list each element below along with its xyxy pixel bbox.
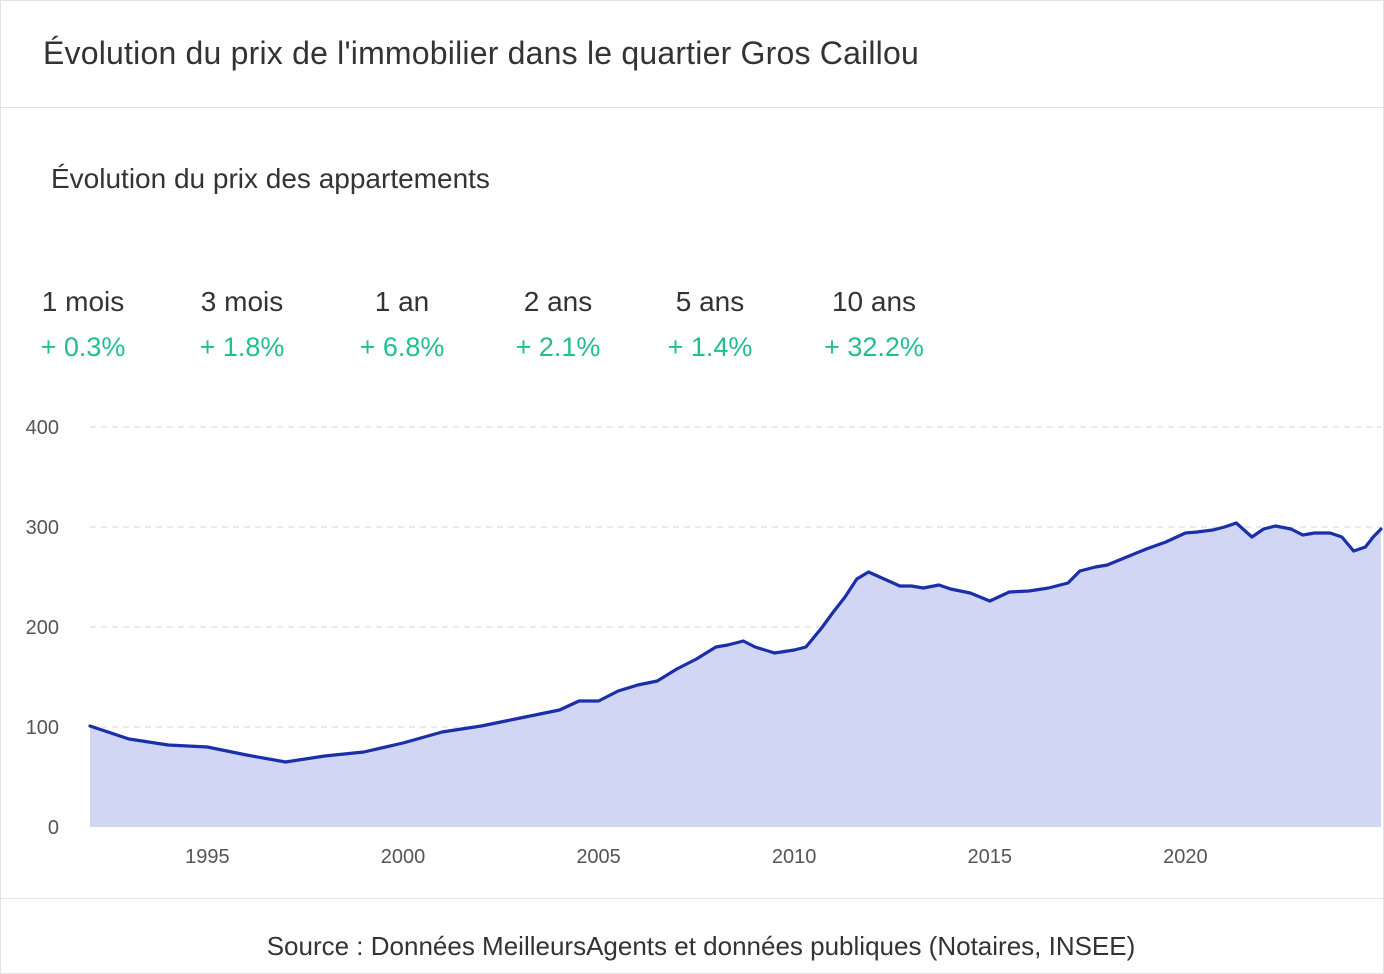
stat-label: 3 mois xyxy=(200,286,284,317)
stat-3-months: 3 mois + 1.8% xyxy=(162,286,322,363)
y-tick-label: 100 xyxy=(26,717,59,739)
stat-value: + 0.3% xyxy=(40,332,126,362)
stat-label: 1 mois xyxy=(41,286,125,317)
card-footer: Source : Données MeilleursAgents et donn… xyxy=(1,898,1383,974)
price-line xyxy=(88,521,1383,764)
x-tick-label: 2020 xyxy=(1163,846,1208,868)
stat-label: 2 ans xyxy=(523,286,593,317)
x-tick-label: 2005 xyxy=(576,846,621,868)
y-tick-label: 400 xyxy=(26,417,59,439)
chart-subtitle: Évolution du prix des appartements xyxy=(51,163,490,194)
price-area xyxy=(90,523,1381,827)
x-tick-label: 1995 xyxy=(185,846,230,868)
x-tick-label: 2010 xyxy=(772,846,817,868)
variation-stats: 1 mois + 0.3% 3 mois + 1.8% 1 an + 6.8% … xyxy=(1,286,1001,376)
stat-5-years: 5 ans + 1.4% xyxy=(630,286,790,363)
x-tick-label: 2015 xyxy=(968,846,1013,868)
stat-label: 5 ans xyxy=(675,286,745,317)
card-header: Évolution du prix de l'immobilier dans l… xyxy=(1,1,1383,108)
x-tick-label: 2000 xyxy=(381,846,426,868)
stat-1-month: 1 mois + 0.3% xyxy=(3,286,163,363)
price-chart-svg: 0 100 200 300 400 1995 2000 2005 2010 2015 2020 xyxy=(26,417,1383,868)
stat-value: + 32.2% xyxy=(824,332,924,362)
stat-2-years: 2 ans + 2.1% xyxy=(478,286,638,363)
stat-value: + 1.4% xyxy=(667,332,753,362)
stat-label: 1 an xyxy=(374,286,430,317)
price-chart: 0 100 200 300 400 1995 2000 2005 2010 2015 2020 xyxy=(1,401,1384,881)
stat-value: + 1.8% xyxy=(199,332,285,362)
stat-1-year: 1 an + 6.8% xyxy=(322,286,482,363)
stat-value: + 6.8% xyxy=(359,332,445,362)
y-tick-label: 200 xyxy=(26,617,59,639)
y-tick-label: 300 xyxy=(26,517,59,539)
stat-value: + 2.1% xyxy=(515,332,601,362)
source-note: Source : Données MeilleursAgents et donn… xyxy=(266,931,1136,961)
y-tick-label: 0 xyxy=(48,817,59,839)
page-title: Évolution du prix de l'immobilier dans l… xyxy=(43,35,919,71)
stat-label: 10 ans xyxy=(831,286,917,317)
stat-10-years: 10 ans + 32.2% xyxy=(794,286,954,363)
